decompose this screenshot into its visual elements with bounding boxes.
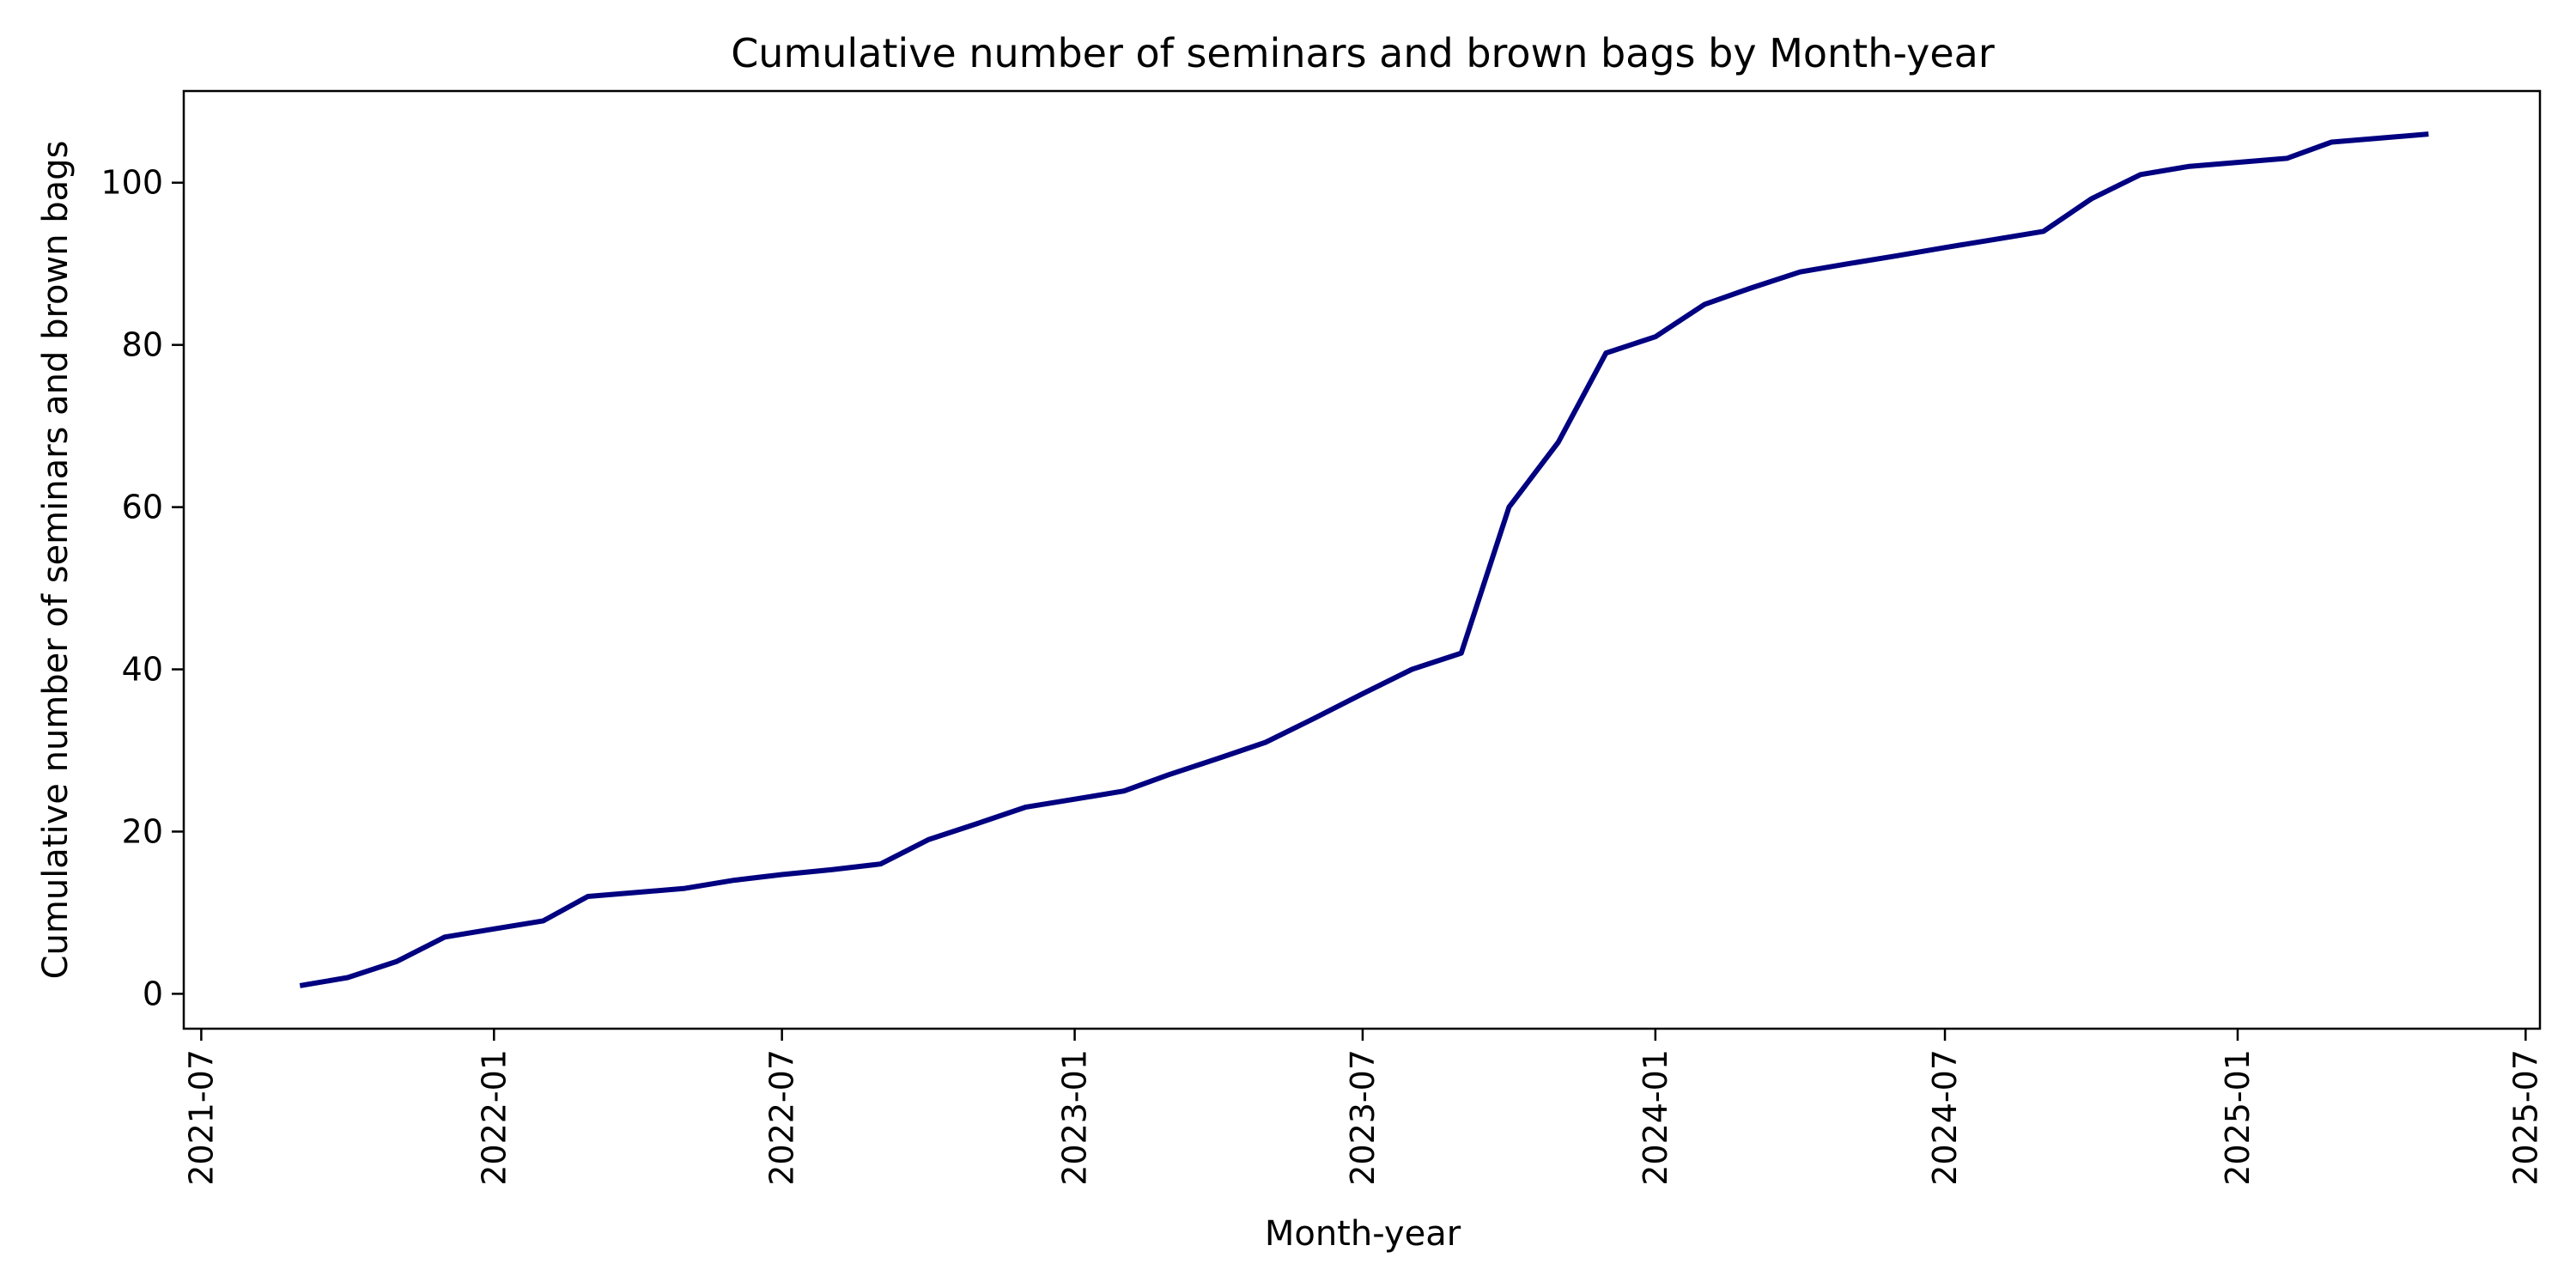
chart-title: Cumulative number of seminars and brown …: [731, 30, 1995, 76]
x-tick-label: 2025-07: [2506, 1049, 2544, 1186]
y-tick-label: 40: [122, 651, 163, 689]
x-tick-label: 2024-01: [1637, 1049, 1674, 1186]
y-axis-label: Cumulative number of seminars and brown …: [36, 141, 76, 980]
y-tick-label: 0: [143, 975, 163, 1012]
y-tick-label: 100: [100, 164, 163, 202]
x-tick-label: 2023-01: [1056, 1049, 1094, 1186]
x-axis-label: Month-year: [1265, 1214, 1461, 1254]
series-line: [299, 131, 2429, 988]
x-tick-label: 2022-07: [763, 1049, 801, 1186]
x-tick-label: 2023-07: [1344, 1049, 1382, 1186]
x-axis: 2021-07 2022-01 2022-07 2023-01 2023-07 2024-…: [182, 1029, 2544, 1186]
y-tick-label: 80: [122, 326, 163, 364]
y-tick-label: 20: [122, 812, 163, 850]
y-tick-label: 60: [122, 489, 163, 526]
plot-area-frame: [182, 89, 2542, 1030]
x-tick-label: 2022-01: [475, 1049, 513, 1186]
y-axis: 0 20 40 60 80 100: [100, 164, 184, 1012]
x-tick-label: 2024-07: [1926, 1049, 1964, 1186]
x-tick-label: 2021-07: [182, 1049, 220, 1186]
x-tick-label: 2025-01: [2219, 1049, 2257, 1186]
